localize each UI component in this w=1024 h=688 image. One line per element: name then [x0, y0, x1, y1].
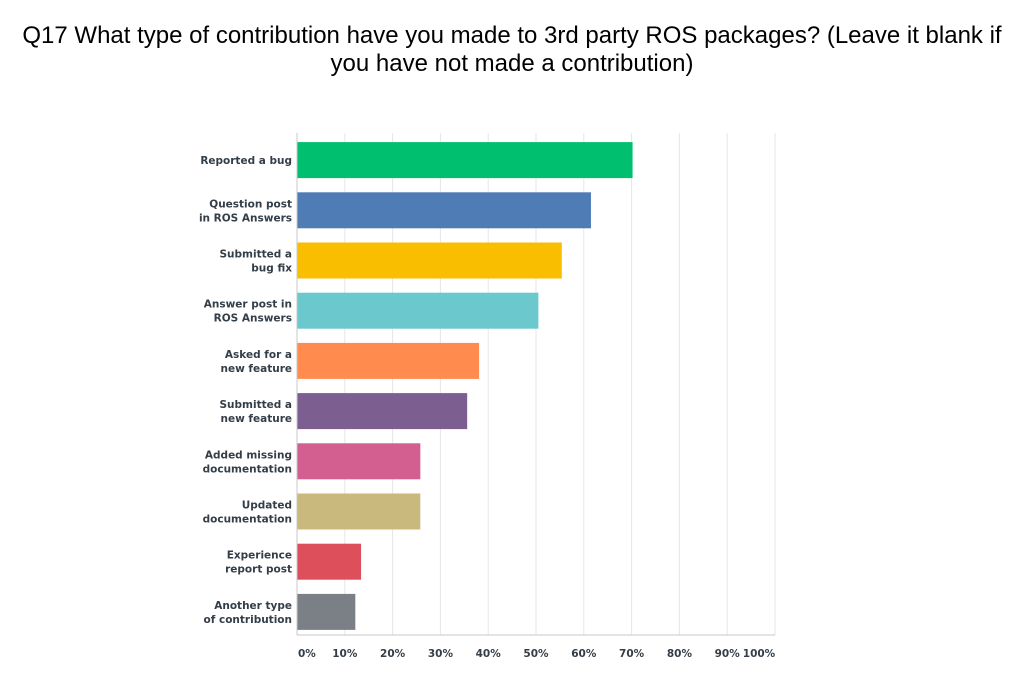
bar [297, 493, 421, 530]
category-label: Added missing [205, 449, 292, 461]
x-tick-label: 80% [667, 648, 693, 660]
x-tick-label: 20% [380, 648, 406, 660]
category-label: documentation [203, 463, 292, 475]
category-label: report post [225, 564, 292, 576]
category-label: Experience [227, 550, 292, 562]
x-tick-label: 60% [571, 648, 597, 660]
category-label: bug fix [251, 263, 292, 275]
category-label: new feature [220, 363, 292, 375]
x-tick-label: 90% [715, 648, 741, 660]
category-label: Submitted a [219, 399, 292, 411]
category-label: Another type [214, 600, 292, 612]
category-label: new feature [220, 413, 292, 425]
bar [297, 142, 633, 179]
bar [297, 393, 468, 430]
bar [297, 292, 539, 329]
x-tick-label: 70% [619, 648, 645, 660]
category-label: ROS Answers [214, 313, 292, 325]
bar [297, 192, 591, 229]
category-label: Question post [209, 198, 292, 210]
category-label: Asked for a [225, 349, 292, 361]
category-label: Updated [242, 500, 292, 512]
category-label: Answer post in [204, 299, 292, 311]
chart-title-line-1: Q17 What type of contribution have you m… [22, 22, 1002, 49]
x-tick-label: 10% [332, 648, 358, 660]
bar [297, 543, 362, 580]
x-tick-label: 50% [523, 648, 549, 660]
bar [297, 593, 356, 630]
category-label: of contribution [204, 614, 292, 626]
category-label: Submitted a [219, 249, 292, 261]
chart-title-line-2: you have not made a contribution) [330, 50, 694, 77]
category-label: Reported a bug [200, 155, 292, 167]
bar [297, 443, 421, 480]
x-tick-label: 30% [428, 648, 454, 660]
bar [297, 242, 562, 279]
category-label: documentation [203, 514, 292, 526]
x-tick-label: 100% [743, 648, 776, 660]
bar [297, 342, 480, 379]
x-tick-label: 0% [298, 648, 316, 660]
category-label: in ROS Answers [199, 212, 292, 224]
x-tick-label: 40% [476, 648, 502, 660]
chart-title: Q17 What type of contribution have you m… [0, 22, 1024, 78]
